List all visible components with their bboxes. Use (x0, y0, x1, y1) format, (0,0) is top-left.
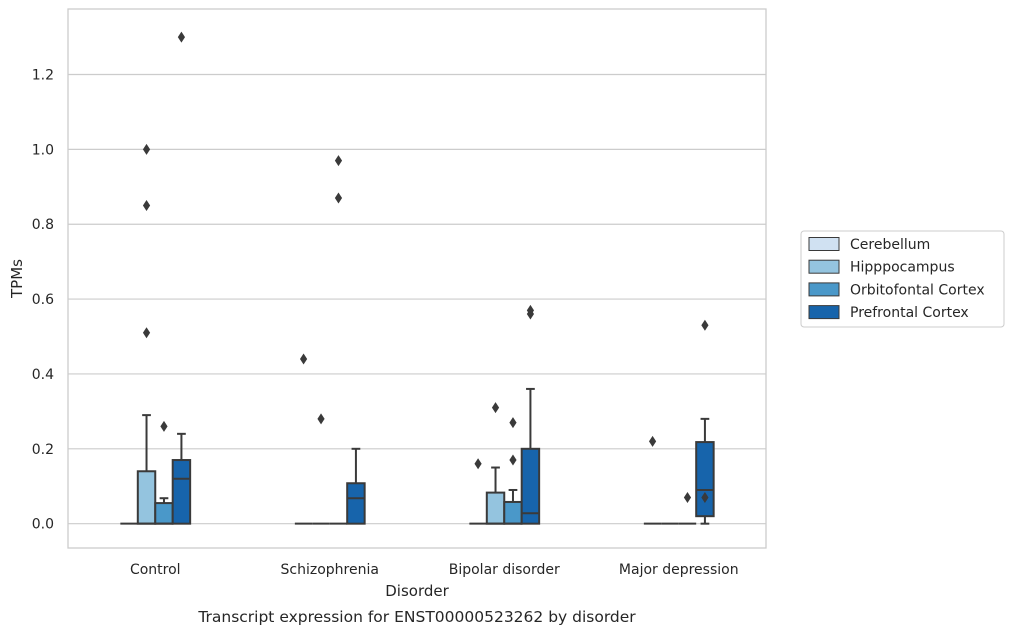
legend-item: Cerebellum (808, 237, 930, 253)
outlier-point (526, 304, 535, 316)
y-tick-label: 1.2 (32, 68, 54, 84)
y-tick-label: 1.0 (32, 142, 54, 158)
y-tick-label: 0.2 (32, 442, 54, 458)
legend-label: Hipppocampus (850, 260, 955, 276)
box-iqr (485, 491, 506, 525)
outlier-point (299, 353, 308, 365)
box-1-0 (294, 353, 313, 525)
box-3-0 (643, 435, 662, 525)
y-tick-labels: 0.0 0.2 0.4 0.6 0.8 1.0 1.2 (32, 68, 54, 533)
box-1-1 (312, 413, 330, 525)
legend-item: Hipppocampus (808, 259, 955, 276)
x-tick-labels: Control Schizophrenia Bipolar disorder Majo… (130, 562, 739, 578)
legend: Cerebellum Hipppocampus Orbitofontal Corte… (800, 230, 1005, 328)
box-1-3 (346, 447, 366, 525)
outlier-point (509, 454, 517, 466)
outlier-point (701, 319, 709, 331)
plot-area-frame (67, 8, 767, 549)
legend-swatch (808, 237, 840, 251)
outlier-point (142, 143, 151, 155)
x-tick-label: Control (130, 562, 181, 578)
y-tick-label: 0.4 (32, 367, 54, 383)
legend-item: Prefrontal Cortex (808, 305, 969, 321)
legend-swatch (808, 259, 840, 274)
outlier-point (683, 491, 692, 503)
box-iqr (503, 500, 523, 525)
y-axis-label: TPMs (8, 259, 26, 299)
outlier-point (334, 155, 343, 167)
outlier-point (142, 200, 151, 212)
legend-swatch (808, 305, 840, 320)
outlier-point (317, 413, 325, 425)
legend-label: Cerebellum (850, 237, 930, 253)
chart-caption: Transcript expression for ENST0000052326… (197, 608, 636, 626)
box-iqr (171, 459, 192, 525)
grid-lines (68, 73, 766, 525)
legend-label: Orbitofontal Cortex (850, 282, 985, 298)
outlier-point (334, 192, 343, 204)
box-iqr (520, 447, 541, 525)
box-3-3 (695, 319, 715, 525)
legend-item: Orbitofontal Cortex (808, 282, 985, 298)
box-3-2 (678, 491, 697, 525)
box-0-3 (171, 31, 192, 525)
box-2-1 (485, 402, 506, 525)
y-tick-label: 0.0 (32, 517, 54, 533)
x-tick-label: Bipolar disorder (449, 562, 560, 578)
x-tick-label: Schizophrenia (281, 562, 379, 578)
x-axis-label: Disorder (385, 582, 449, 600)
legend-label: Prefrontal Cortex (850, 305, 969, 321)
box-iqr (695, 441, 715, 518)
outlier-point (177, 31, 186, 43)
outlier-point (474, 458, 482, 470)
legend-frame (800, 230, 1005, 328)
box-2-2 (503, 417, 523, 525)
legend-swatch (808, 282, 840, 297)
outlier-point (648, 435, 657, 447)
x-tick-label: Major depression (619, 562, 739, 578)
box-0-1 (136, 143, 157, 525)
outlier-point (142, 327, 151, 339)
box-2-0 (469, 458, 487, 525)
outlier-point (491, 402, 500, 414)
box-2-3 (520, 304, 541, 525)
box-iqr (154, 502, 174, 525)
box-iqr (346, 482, 366, 525)
outlier-point (509, 417, 517, 429)
y-tick-label: 0.8 (32, 217, 54, 233)
box-0-2 (154, 420, 174, 525)
outlier-point (160, 420, 168, 432)
boxes-group (120, 31, 715, 525)
outlier-point (701, 491, 709, 503)
y-tick-label: 0.6 (32, 292, 54, 308)
box-iqr (136, 470, 157, 525)
box-1-2 (329, 155, 348, 525)
